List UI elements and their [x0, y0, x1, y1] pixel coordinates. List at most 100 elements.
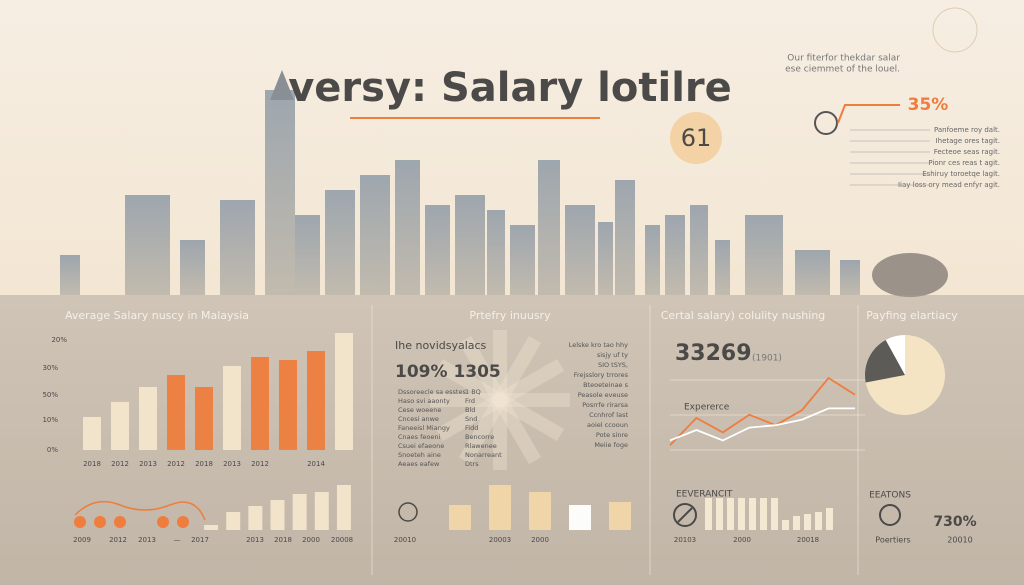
building [395, 160, 420, 295]
bar [529, 492, 551, 530]
list-item: Frd [465, 397, 475, 405]
line [669, 376, 856, 446]
axis-label: 20018 [797, 536, 819, 544]
axis-label: 2000 [733, 536, 751, 544]
building [265, 90, 295, 295]
chart-title: Average Salary nuscy in Malaysia [65, 309, 249, 322]
bar [292, 494, 307, 530]
chart-title: Payfing elartiacy [866, 309, 958, 322]
list-item: Posrrfe rirarsa [582, 401, 628, 409]
list-item: Fecteoe seas ragit. [934, 148, 1000, 156]
bar [270, 500, 285, 530]
bar [248, 506, 263, 530]
list-item: 1 BQ [465, 388, 481, 396]
list-item: sisjy uf ty [597, 351, 628, 359]
bar [804, 514, 811, 530]
subtitle: (1901) [752, 354, 782, 364]
stat: 730% [933, 514, 976, 530]
bar [251, 357, 269, 450]
bar [279, 360, 297, 450]
badge [670, 112, 722, 164]
chart-title: EEVERANCIT [676, 490, 733, 500]
connector [837, 104, 900, 124]
label: Expererce [684, 403, 730, 413]
axis-label: 20% [51, 336, 67, 344]
building [565, 205, 595, 295]
section-title: Prtefry inuusry [469, 309, 551, 322]
building [690, 205, 708, 295]
list-item: Aeaes eafew [398, 460, 440, 468]
list-item: Snoeteh aine [398, 451, 441, 459]
x-tick-label: 2012 [167, 460, 185, 468]
building [538, 160, 560, 295]
dot [177, 516, 189, 528]
list-item: Nonarreant [465, 451, 502, 459]
list-item: aoiel ccooun [587, 421, 628, 429]
list-item: Bencorre [465, 433, 494, 441]
ray [496, 358, 565, 407]
ray [458, 396, 507, 465]
bar [204, 525, 219, 530]
building [360, 175, 390, 295]
x-tick-label: 2013 [139, 460, 157, 468]
axis-label: 2000 [531, 536, 549, 544]
ray [493, 335, 542, 404]
icon [677, 507, 693, 523]
axis-label: 20010 [394, 536, 416, 544]
bar [314, 492, 329, 530]
list-item: SIO tSYS, [598, 361, 628, 369]
icon [879, 504, 901, 526]
building [872, 253, 948, 297]
list-item: Ihetage ores tagit. [936, 137, 1000, 145]
building [125, 195, 170, 295]
pie-slice [885, 335, 905, 375]
building [425, 205, 450, 295]
dot [74, 516, 86, 528]
building [295, 215, 320, 295]
bar [335, 333, 353, 450]
dot [114, 516, 126, 528]
axis-label: 2009 [73, 536, 91, 544]
x-tick-label: 2018 [83, 460, 101, 468]
list-item: Fidd [465, 424, 478, 432]
list-item: Faneeisl Miangy [398, 424, 450, 432]
bar [727, 498, 734, 530]
spire [270, 70, 294, 100]
building [220, 200, 255, 295]
building [455, 195, 485, 295]
pie-slice [865, 339, 905, 383]
list-item: Haso svi aaonty [398, 397, 450, 405]
pie-slice [865, 335, 946, 416]
bar [793, 516, 800, 530]
list-item: Cnaes feoeni [398, 433, 440, 441]
bar [738, 498, 745, 530]
bar [449, 505, 471, 530]
building [840, 260, 860, 295]
icon [814, 111, 838, 135]
list-item: Bld [465, 406, 475, 414]
bar [83, 417, 101, 450]
bar [226, 512, 241, 530]
bar [195, 387, 213, 450]
list-item: Ccnhrof last [589, 411, 628, 419]
building [795, 250, 830, 295]
list-item: Peasole eveuse [578, 391, 628, 399]
list-item: Pionr ces reas t agit. [928, 159, 1000, 167]
building [715, 240, 730, 295]
subtitle: Ihe novidsyalacs [395, 339, 487, 352]
line [669, 407, 855, 442]
bar [716, 498, 723, 530]
ray [493, 396, 542, 465]
list-item: Rlawenee [465, 442, 497, 450]
label: 20010 [947, 536, 972, 545]
bar [569, 505, 591, 530]
list-item: Eshiruy toroetqe lagit. [922, 170, 1000, 178]
list-item: Dssoreecle sa esstes [398, 388, 466, 396]
label: Poertiers [875, 536, 910, 545]
ray [496, 393, 565, 442]
note: ese ciemmet of the louel. [785, 65, 900, 75]
x-tick-label: 2018 [195, 460, 213, 468]
axis-label: 50% [42, 391, 58, 399]
